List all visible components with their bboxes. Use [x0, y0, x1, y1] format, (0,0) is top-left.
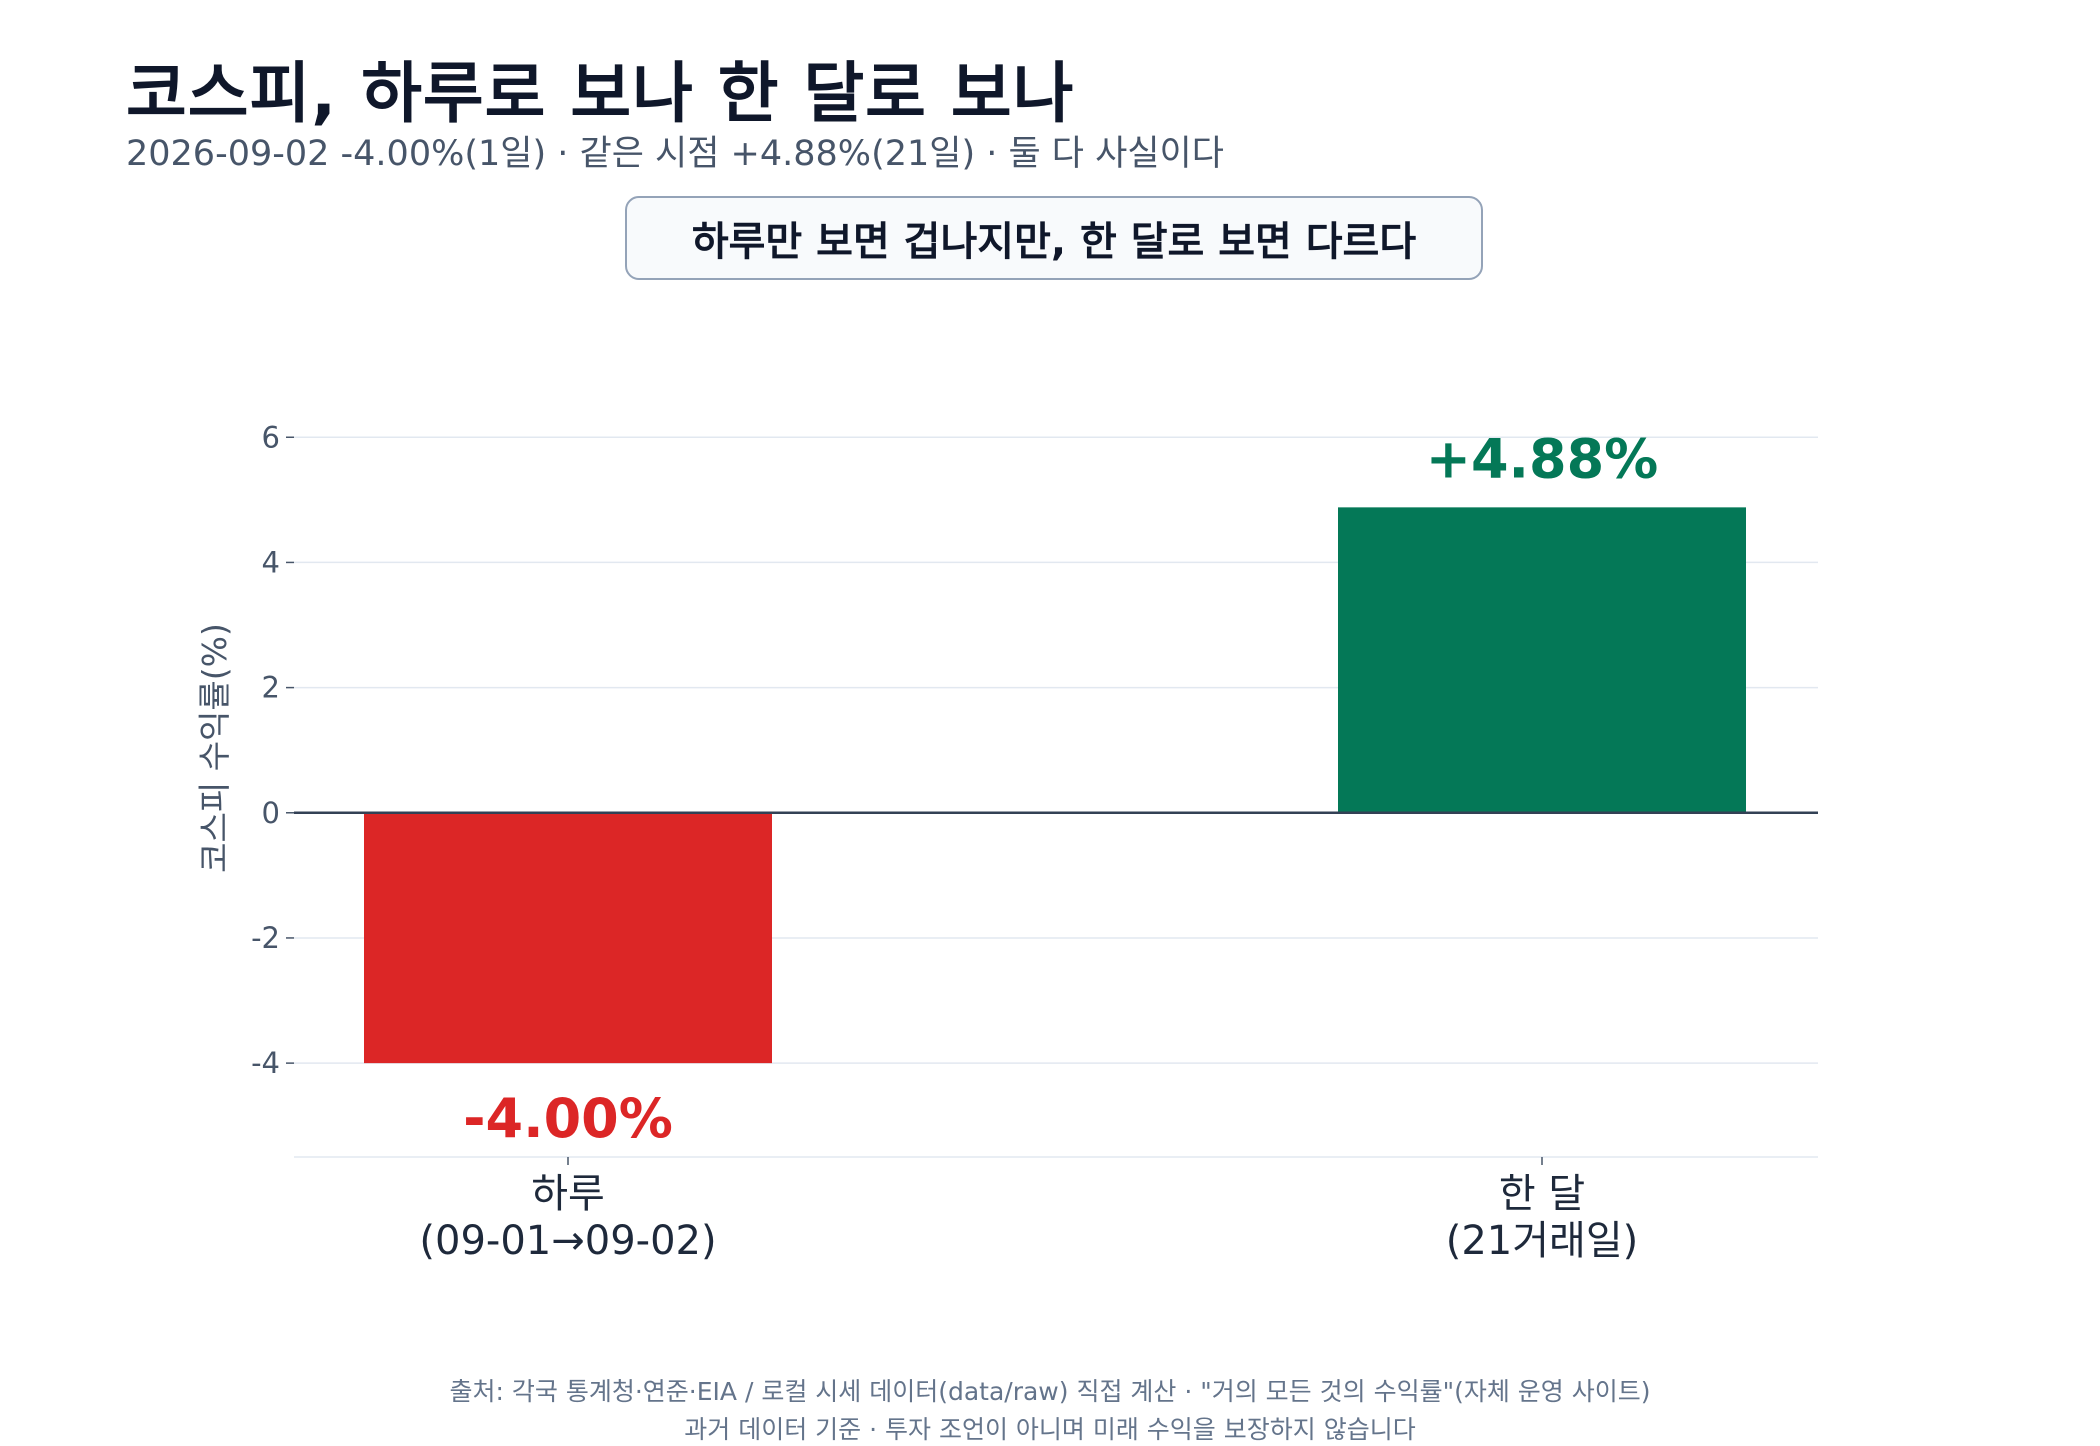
chart-title: 코스피, 하루로 보나 한 달로 보나 — [126, 55, 1075, 132]
disclaimer-note: 과거 데이터 기준 · 투자 조언이 아니며 미래 수익을 보장하지 않습니다 — [684, 1415, 1416, 1444]
callout-box: 하루만 보면 겁나지만, 한 달로 보면 다르다 — [625, 196, 1483, 280]
y-tick-label: 4 — [262, 545, 280, 579]
y-tick-label: 6 — [262, 420, 280, 454]
data-label: -4.00% — [463, 1087, 673, 1150]
y-tick-label: 0 — [262, 796, 280, 830]
x-tick-label: 한 달 — [1499, 1171, 1585, 1217]
bar — [1338, 507, 1746, 813]
y-tick-label: 2 — [262, 671, 280, 705]
data-label: +4.88% — [1426, 427, 1659, 490]
x-tick-sublabel: (21거래일) — [1446, 1218, 1639, 1264]
x-tick-label: 하루 — [531, 1171, 605, 1217]
bar — [364, 812, 772, 1064]
bar-chart: -4 -2 0 2 4 6 -4.00% 하루(09-01→09-02) +4.88% 한 달(2… — [195, 420, 1818, 1264]
y-axis-label: 코스피 수익률(%) — [195, 623, 234, 873]
y-tick-label: -4 — [251, 1046, 280, 1080]
x-tick-sublabel: (09-01→09-02) — [419, 1218, 716, 1264]
source-note: 출처: 각국 통계청·연준·EIA / 로컬 시세 데이터(data/raw) … — [449, 1377, 1651, 1406]
chart-subtitle: 2026-09-02 -4.00%(1일) · 같은 시점 +4.88%(21일… — [126, 134, 1224, 174]
y-tick-label: -2 — [251, 921, 280, 955]
